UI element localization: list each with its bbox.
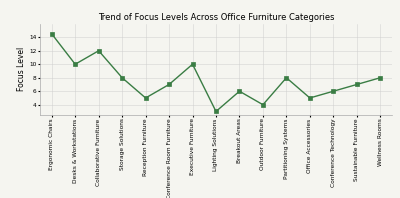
Title: Trend of Focus Levels Across Office Furniture Categories: Trend of Focus Levels Across Office Furn… <box>98 13 334 22</box>
Y-axis label: Focus Level: Focus Level <box>17 47 26 91</box>
